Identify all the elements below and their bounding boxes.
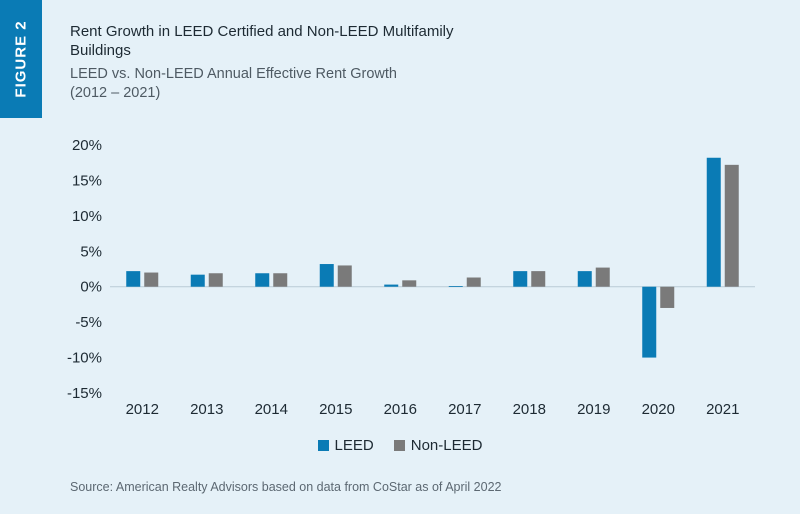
y-tick-label: 0% xyxy=(80,279,102,296)
x-tick-label: 2014 xyxy=(255,401,288,418)
figure-tab: FIGURE 2 xyxy=(0,0,42,118)
bar-non-leed-2020 xyxy=(660,286,675,308)
y-tick-label: 5% xyxy=(80,243,102,260)
bar-non-leed-2013 xyxy=(208,273,223,287)
bar-chart: -15% -10% -5% 0% 5% 10% 15% 20% 2012 2013 2014 2015… xyxy=(67,137,755,418)
x-tick-label: 2020 xyxy=(642,401,675,418)
x-tick-label: 2013 xyxy=(190,401,223,418)
legend-label-leed: LEED xyxy=(334,437,374,454)
bar-non-leed-2018 xyxy=(531,271,546,287)
bar-leed-2014 xyxy=(255,273,270,287)
bar-non-leed-2012 xyxy=(144,272,159,287)
y-tick-label: 20% xyxy=(72,137,102,154)
x-tick-label: 2016 xyxy=(384,401,417,418)
x-tick-label: 2021 xyxy=(706,401,739,418)
bar-leed-2013 xyxy=(190,274,205,287)
legend-item-leed: LEED xyxy=(317,437,374,454)
x-tick-label: 2017 xyxy=(448,401,481,418)
bar-non-leed-2015 xyxy=(337,265,352,287)
source-note: Source: American Realty Advisors based o… xyxy=(70,480,502,494)
bar-leed-2012 xyxy=(126,271,141,287)
bar-leed-2017 xyxy=(448,286,463,287)
legend-label-non-leed: Non-LEED xyxy=(410,437,483,454)
bar-leed-2020 xyxy=(642,286,657,358)
y-tick-label: -15% xyxy=(67,385,102,402)
x-tick-label: 2015 xyxy=(319,401,352,418)
bar-non-leed-2021 xyxy=(724,164,739,287)
bar-non-leed-2017 xyxy=(466,277,481,287)
legend-swatch-non-leed xyxy=(393,440,405,451)
bar-non-leed-2019 xyxy=(595,267,610,287)
x-tick-label: 2018 xyxy=(513,401,546,418)
bar-non-leed-2014 xyxy=(273,273,288,287)
y-tick-label: -5% xyxy=(75,314,102,331)
y-tick-label: -10% xyxy=(67,350,102,367)
legend-swatch-leed xyxy=(317,440,329,451)
bar-leed-2018 xyxy=(513,271,528,287)
chart-title: Rent Growth in LEED Certified and Non-LE… xyxy=(70,23,454,59)
bar-non-leed-2016 xyxy=(402,280,417,287)
x-tick-label: 2012 xyxy=(126,401,159,418)
chart-subtitle: LEED vs. Non-LEED Annual Effective Rent … xyxy=(70,66,397,101)
x-tick-label: 2019 xyxy=(577,401,610,418)
legend-item-non-leed: Non-LEED xyxy=(393,437,483,454)
bar-leed-2019 xyxy=(577,271,592,287)
y-tick-label: 15% xyxy=(72,172,102,189)
legend: LEED Non-LEED xyxy=(0,437,800,454)
y-tick-label: 10% xyxy=(72,208,102,225)
bar-leed-2016 xyxy=(384,284,399,287)
bar-leed-2015 xyxy=(319,264,334,287)
bar-leed-2021 xyxy=(706,157,721,287)
